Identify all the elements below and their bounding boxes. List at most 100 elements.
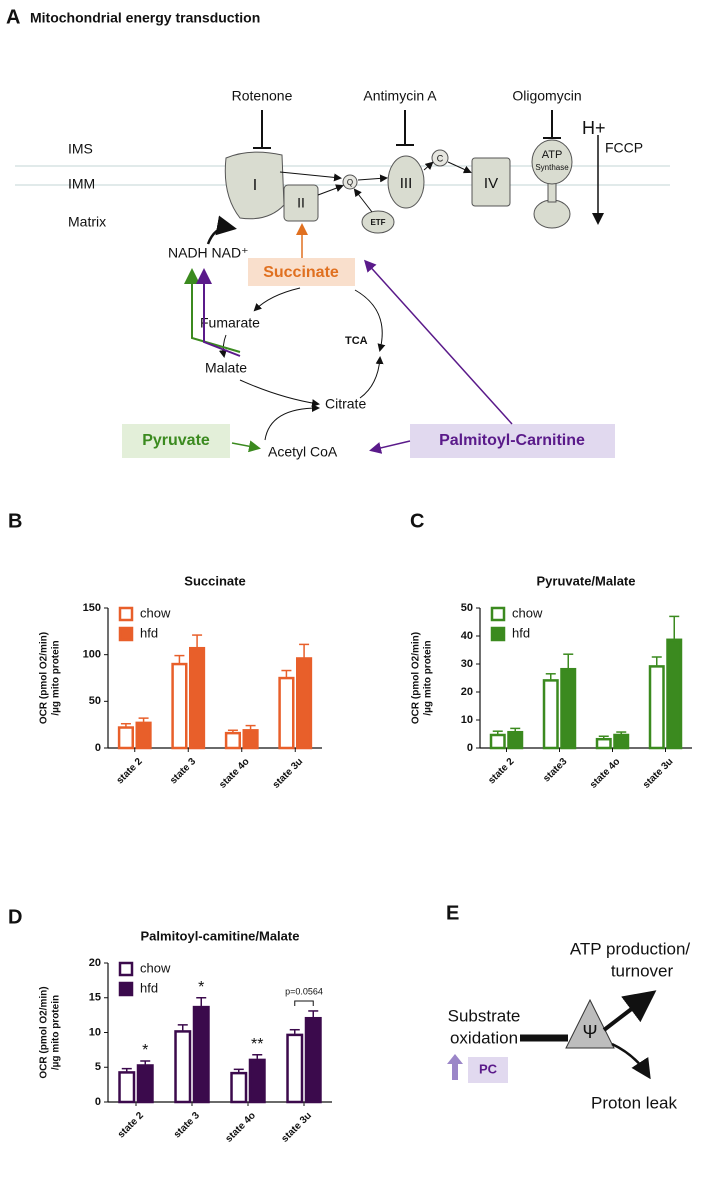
bar (648, 665, 665, 750)
compartment: IMM (68, 176, 95, 192)
y-axis-label: OCR (pmol O2/min) (39, 986, 50, 1078)
etf-label: ETF (370, 218, 385, 227)
significance-bracket (294, 1000, 314, 1006)
bar (230, 1071, 248, 1104)
metabolite: Acetyl CoA (268, 444, 338, 460)
y-tick-label: 40 (461, 630, 473, 642)
legend-swatch (490, 606, 506, 622)
input-label: Substrate (448, 1006, 521, 1025)
complex-label: Q (347, 178, 353, 187)
atp-synthase-label: Synthase (535, 163, 569, 172)
y-tick-label: 50 (461, 602, 473, 614)
bar (542, 679, 559, 750)
x-tick-label: state 3 (172, 1110, 202, 1140)
inhibitor: Antimycin A (363, 88, 437, 104)
arrow (369, 440, 411, 454)
panel-letter: B (8, 510, 22, 532)
bar (242, 729, 259, 750)
etf (361, 210, 395, 234)
pyruvate-box (122, 424, 230, 458)
succinate-box (248, 258, 355, 286)
x-tick-label: state 2 (116, 1110, 146, 1140)
bar (489, 733, 506, 750)
input-label: oxidation (450, 1028, 518, 1047)
compartment: IMS (68, 141, 93, 157)
y-tick-label: 50 (89, 695, 101, 707)
arrow (363, 259, 513, 425)
legend-swatch (118, 961, 134, 977)
complex-label: I (253, 177, 257, 194)
legend-label: chow (512, 605, 543, 620)
atp-synthase-label: ATP (542, 149, 563, 161)
y-tick-label: 20 (461, 686, 473, 698)
output-label: ATP production/ (570, 939, 691, 958)
complex (224, 151, 285, 220)
legend-swatch (118, 981, 134, 997)
bar (174, 1030, 192, 1104)
bar (304, 1016, 322, 1104)
palmitoyl-box (410, 424, 615, 458)
bar (171, 662, 188, 750)
panel-e: E ATP production/ turnover Substrate oxi… (446, 902, 690, 1112)
bar (666, 638, 683, 750)
annotation: * (198, 979, 204, 996)
bar (296, 657, 313, 750)
bar (189, 646, 206, 750)
complex-label: C (437, 153, 444, 163)
bar (224, 731, 242, 750)
pc-box (468, 1057, 508, 1083)
up-arrow (447, 1054, 463, 1080)
x-tick-label: state 2 (115, 756, 145, 786)
y-tick-label: 10 (461, 714, 473, 726)
bar (595, 737, 612, 750)
legend-swatch (118, 626, 134, 642)
arrow (231, 440, 261, 453)
pc: PC (479, 1061, 498, 1076)
y-tick-label: 10 (89, 1026, 101, 1038)
legend-swatch (490, 626, 506, 642)
legend-label: chow (140, 960, 171, 975)
chart-title: Palmitoyl-camitine/Malate (141, 928, 300, 943)
annotation: ** (251, 1036, 263, 1053)
bar (278, 676, 295, 750)
x-tick-label: state 3u (641, 756, 676, 791)
complex-label: II (297, 195, 305, 211)
metabolite: Fumarate (200, 315, 260, 331)
y-axis-label: OCR (pmol O2/min) (39, 632, 50, 724)
electron-flow (206, 161, 472, 245)
palmitoyl-carnitine: Palmitoyl-Carnitine (439, 432, 585, 449)
x-tick-label: state3 (541, 756, 570, 785)
annotation: p=0.0564 (285, 986, 323, 996)
panel-letter: D (8, 906, 22, 928)
legend-label: hfd (512, 625, 530, 640)
bar (248, 1058, 266, 1104)
bar (613, 733, 630, 750)
potential (565, 998, 615, 1049)
proton: H+ (582, 118, 606, 138)
x-tick-label: state 2 (486, 756, 516, 786)
complex-label: III (400, 175, 413, 192)
output-label: Proton leak (591, 1093, 677, 1112)
uncoupler: FCCP (605, 140, 643, 156)
bar (117, 726, 135, 750)
bar (507, 730, 524, 750)
atp-synthase (531, 139, 573, 185)
arrow (184, 268, 241, 353)
complex (342, 174, 358, 190)
x-tick-label: state 4o (223, 1110, 258, 1145)
x-tick-label: state 3 (168, 756, 198, 786)
chart-title: Succinate (184, 573, 245, 588)
succinate: Succinate (263, 264, 339, 281)
complex (431, 149, 449, 167)
nadh: NADH NAD⁺ (168, 245, 249, 261)
metabolite: Citrate (325, 396, 366, 412)
y-tick-label: 150 (83, 602, 101, 614)
tca-cycle (218, 287, 386, 441)
panel-a: A Mitochondrial energy transduction IMS … (6, 6, 670, 460)
bar (286, 1033, 304, 1104)
metabolite: Malate (205, 360, 247, 376)
legend-label: hfd (140, 980, 158, 995)
arrow (196, 268, 241, 357)
pyruvate: Pyruvate (142, 432, 210, 449)
output-label: turnover (611, 961, 674, 980)
